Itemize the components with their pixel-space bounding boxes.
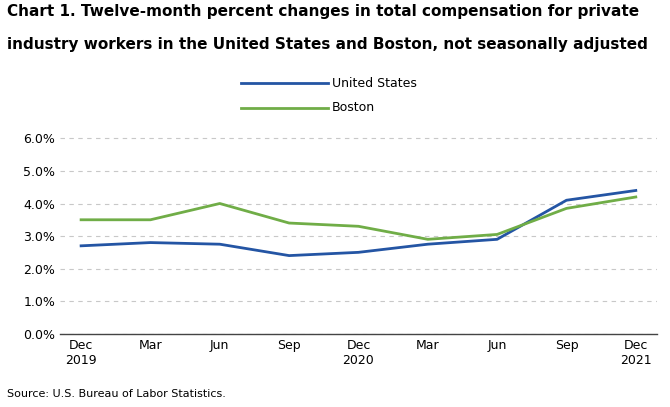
Text: industry workers in the United States and Boston, not seasonally adjusted: industry workers in the United States an… bbox=[7, 37, 648, 52]
Text: Chart 1. Twelve-month percent changes in total compensation for private: Chart 1. Twelve-month percent changes in… bbox=[7, 4, 639, 19]
Text: United States: United States bbox=[332, 77, 417, 90]
Text: Boston: Boston bbox=[332, 101, 375, 114]
Text: Source: U.S. Bureau of Labor Statistics.: Source: U.S. Bureau of Labor Statistics. bbox=[7, 389, 226, 399]
